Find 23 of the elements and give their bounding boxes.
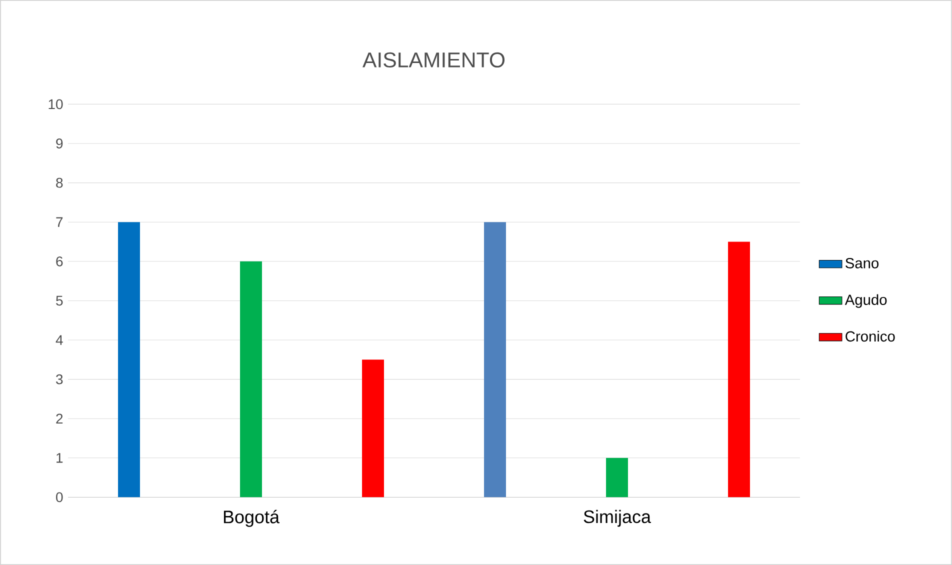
- x-tick-label: Bogotá: [224, 510, 280, 527]
- bar: [728, 242, 750, 498]
- y-tick-label: 8: [56, 178, 63, 188]
- y-tick-label: 0: [56, 492, 63, 502]
- bar: [118, 222, 140, 498]
- bar: [240, 261, 262, 498]
- y-tick-label: 10: [48, 99, 63, 110]
- bar: [484, 222, 506, 498]
- y-tick-label: 7: [56, 217, 63, 227]
- bar: [362, 360, 384, 498]
- y-tick-label: 9: [56, 138, 63, 148]
- y-tick-label: 1: [56, 453, 63, 463]
- legend-label: Cronico: [846, 330, 895, 342]
- chart-title: AISLAMIENTO: [362, 52, 505, 68]
- y-tick-label: 2: [56, 414, 63, 424]
- y-tick-label: 3: [56, 374, 63, 384]
- x-tick-label: Simijaca: [584, 510, 652, 527]
- y-tick-label: 6: [56, 256, 63, 266]
- legend-label: Agudo: [844, 294, 887, 308]
- y-tick-label: 5: [56, 296, 63, 306]
- legend-label: Sano: [846, 258, 878, 268]
- y-tick-label: 4: [56, 335, 63, 345]
- bar: [606, 458, 628, 498]
